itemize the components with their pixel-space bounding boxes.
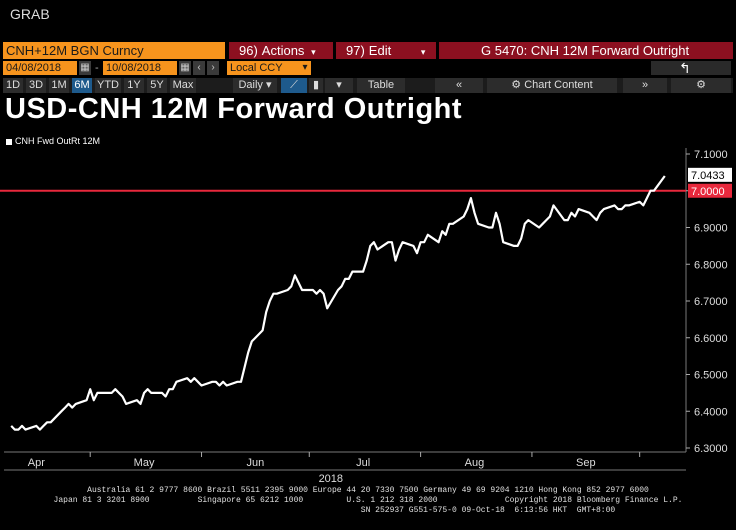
gear-icon: ⚙ (511, 79, 525, 91)
calendar-icon[interactable]: ▦ (179, 61, 191, 75)
y-tick-label: 6.9000 (694, 223, 728, 235)
edit-dropdown-icon: ▾ (420, 47, 426, 57)
chart-options-dropdown-icon[interactable]: ▾ (325, 78, 353, 93)
settings-gear-icon[interactable]: ⚙ (671, 78, 731, 93)
reference-label-box (688, 183, 732, 198)
y-tick-label: 6.8000 (694, 259, 728, 271)
actions-dropdown-icon: ▾ (311, 47, 316, 57)
y-tick-label: 7.1000 (694, 149, 728, 161)
expand-right-icon[interactable]: » (623, 78, 667, 93)
period-button-1y[interactable]: 1Y (124, 78, 144, 93)
x-tick-label: Jun (247, 457, 265, 469)
year-label: 2018 (319, 473, 343, 485)
collapse-left-icon[interactable]: « (435, 78, 483, 93)
window-title: GRAB (10, 6, 50, 22)
last-value-box (688, 167, 732, 182)
y-tick-label: 6.4000 (694, 406, 728, 418)
actions-menu[interactable]: 96) Actions ▾ (229, 42, 333, 59)
start-date-field[interactable]: 04/08/2018 (3, 61, 77, 75)
period-button-max[interactable]: Max (170, 78, 196, 93)
currency-select[interactable]: Local CCY (227, 61, 307, 75)
actions-number: 96) (239, 43, 258, 58)
period-button-1d[interactable]: 1D (3, 78, 23, 93)
edit-menu[interactable]: 97) Edit ▾ (336, 42, 436, 59)
line-chart-icon[interactable]: ⟋ (281, 78, 307, 93)
reference-label: 7.0000 (691, 186, 725, 198)
chart-content-label: Chart Content (524, 79, 593, 91)
footer-contacts-1: Australia 61 2 9777 8600 Brazil 5511 239… (87, 486, 649, 495)
edit-label: Edit (368, 43, 392, 58)
function-title: G 5470: CNH 12M Forward Outright (439, 42, 733, 59)
x-tick-label: Aug (465, 457, 485, 469)
actions-label: Actions (261, 43, 305, 58)
period-bar: 1D 3D 1M 6M YTD 1Y 5Y Max Daily ▾ ⟋ ▮ ▾ Table «… (3, 78, 733, 93)
bar-chart-icon[interactable]: ▮ (309, 78, 323, 93)
frequency-select[interactable]: Daily ▾ (233, 78, 277, 93)
undo-icon[interactable]: ↰ (679, 60, 691, 76)
x-tick-label: May (134, 457, 155, 469)
table-button[interactable]: Table (357, 78, 405, 93)
y-tick-label: 6.7000 (694, 296, 728, 308)
y-tick-label: 6.5000 (694, 370, 728, 382)
period-button-1m[interactable]: 1M (49, 78, 69, 93)
edit-number: 97) (346, 43, 365, 58)
period-button-6m[interactable]: 6M (72, 78, 92, 93)
x-tick-label: Apr (28, 457, 45, 469)
period-button-3d[interactable]: 3D (26, 78, 46, 93)
chevron-left-icon[interactable]: ‹ (193, 61, 205, 75)
last-value-label: 7.0433 (691, 170, 725, 182)
command-bar: CNH+12M BGN Curncy 96) Actions ▾ 97) Edit … (3, 42, 733, 59)
legend: CNH Fwd OutRt 12M (6, 136, 100, 146)
footer-contacts-2: Japan 81 3 3201 8900 Singapore 65 6212 1… (53, 496, 683, 505)
frequency-label: Daily (238, 79, 263, 91)
x-tick-label: Sep (576, 457, 596, 469)
chevron-down-icon[interactable]: ▾ (299, 61, 311, 75)
legend-swatch (6, 138, 12, 145)
line-chart: 6.3000 6.4000 6.5000 6.6000 6.7000 6.8000 6.90… (0, 148, 732, 485)
security-field[interactable]: CNH+12M BGN Curncy (3, 42, 225, 59)
undo-area: ↰ (651, 60, 731, 76)
y-tick-label: 6.6000 (694, 333, 728, 345)
x-tick-label: Jul (356, 457, 370, 469)
currency-label: Local CCY (230, 62, 283, 74)
table-label: Table (367, 79, 395, 91)
period-button-5y[interactable]: 5Y (147, 78, 167, 93)
end-date-field[interactable]: 10/08/2018 (103, 61, 177, 75)
chart-content-button[interactable]: ⚙ Chart Content (487, 78, 617, 93)
chevron-right-icon[interactable]: › (207, 61, 219, 75)
y-tick-label: 6.3000 (694, 443, 728, 455)
footer-serial: SN 252937 G551-575-0 09-Oct-18 6:13:56 H… (360, 506, 616, 515)
calendar-icon[interactable]: ▦ (79, 61, 91, 75)
date-separator: - (95, 62, 99, 74)
legend-label: CNH Fwd OutRt 12M (15, 136, 101, 146)
date-bar: 04/08/2018 ▦ - 10/08/2018 ▦ ‹ › Local CC… (3, 60, 733, 76)
series-line-cnh-fwd-outrt-12m (10, 175, 666, 431)
chart-title: USD-CNH 12M Forward Outright (5, 93, 463, 125)
period-button-ytd[interactable]: YTD (95, 78, 121, 93)
